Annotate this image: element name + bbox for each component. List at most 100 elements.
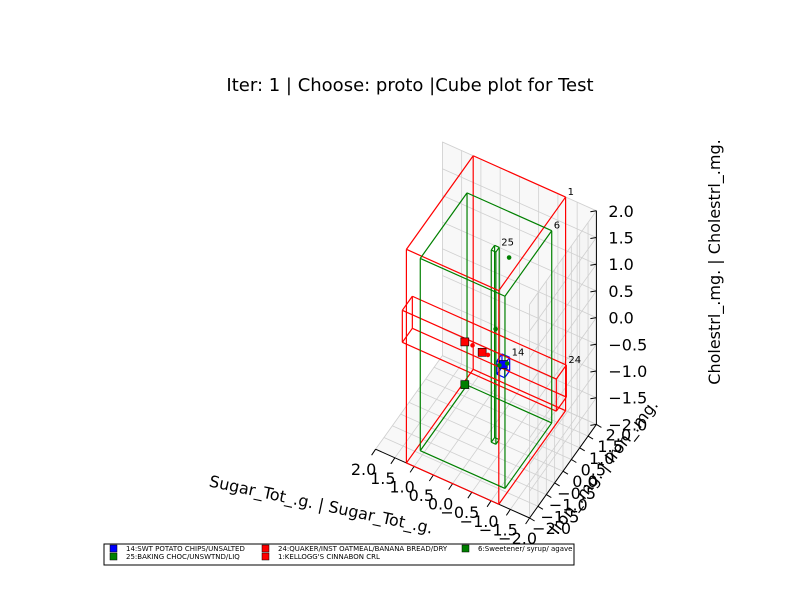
box-6-edge — [419, 192, 468, 259]
box-1-edge — [405, 155, 474, 250]
grid-back-z — [442, 221, 597, 292]
box-label-6: 6 — [554, 221, 560, 232]
box-1-edge — [472, 155, 566, 198]
legend-label: 25:BAKING CHOC/UNSWTND/LIQ — [126, 553, 240, 561]
z-axis-label: Cholestrl_.mg. | Cholestrl_.mg. — [705, 139, 725, 384]
y-tick — [554, 482, 560, 487]
x-tick — [371, 448, 377, 456]
z-tick — [590, 263, 597, 266]
point-square-green — [460, 380, 470, 389]
box-6-edge — [420, 450, 506, 490]
box-24 — [401, 295, 567, 412]
point-dot-green — [504, 361, 510, 366]
y-tick — [529, 517, 535, 522]
point-dot-green — [506, 255, 512, 260]
y-tick-label: 1.0 — [589, 449, 614, 468]
x-tick-label: 0.5 — [409, 486, 434, 505]
box-labels: 14 25 24 1 6 — [501, 187, 581, 366]
grid-left-z — [529, 237, 597, 332]
legend-label: 1:KELLOGG'S CINNABON CRL — [278, 553, 380, 561]
box-1-edge — [498, 196, 567, 291]
y-tick — [579, 447, 585, 452]
box-6-edge — [420, 257, 506, 297]
box-25-edge — [491, 441, 497, 445]
x-tick — [448, 483, 454, 490]
chart-title: Iter: 1 | Choose: proto |Cube plot for T… — [226, 75, 593, 96]
box-label-14: 14 — [512, 347, 525, 358]
x-tick — [390, 457, 396, 465]
y-tick-label: 2.0 — [606, 425, 631, 444]
point-dot-red — [470, 343, 475, 348]
box-6-edge — [466, 192, 552, 232]
box-label-1: 1 — [568, 187, 574, 198]
box-1-edge — [498, 410, 567, 505]
z-tick — [590, 397, 597, 400]
legend-swatch — [261, 552, 270, 561]
z-tick-label: 0.5 — [608, 282, 633, 301]
grid-left-z — [529, 317, 597, 412]
x-tick-label: 1.5 — [370, 469, 395, 488]
z-tick-label: −1.0 — [608, 362, 647, 381]
box-25-edge — [494, 244, 500, 248]
axis-ticks: −2.0−2.0−2.0−1.5−1.5−1.5−1.0−1.0−1.0−0.5… — [351, 202, 647, 548]
x-tick-label: 1.0 — [389, 477, 414, 496]
legend-swatch — [461, 544, 470, 553]
legend-swatch — [261, 544, 270, 553]
legend-swatch — [109, 544, 118, 553]
data-boxes — [401, 155, 567, 505]
z-tick-label: 0.0 — [608, 309, 633, 328]
legend-label: 24:QUAKER/INST OATMEAL/BANANA BREAD/DRY — [278, 545, 448, 553]
y-tick-label: −1.0 — [549, 496, 588, 515]
box-24-edge — [401, 327, 413, 343]
y-tick — [562, 470, 569, 475]
box-24-edge — [402, 341, 557, 412]
legend-label: 6:Sweetener/ syrup/ agave — [478, 545, 572, 553]
grid-floor-y — [425, 378, 580, 449]
box-6-edge — [466, 384, 552, 424]
z-tick — [590, 423, 597, 426]
box-24-edge — [555, 396, 567, 412]
x-tick — [486, 500, 492, 508]
grid-floor-x — [375, 355, 443, 450]
grid-back-z — [442, 168, 597, 238]
box-24-edge — [412, 327, 567, 398]
legend-label: 14:SWT POTATO CHIPS/UNSALTED — [126, 545, 245, 553]
y-tick-label: −1.5 — [541, 507, 580, 526]
x-tick-label: −2.0 — [498, 529, 537, 548]
z-tick-label: −2.0 — [608, 415, 647, 434]
z-tick — [590, 210, 597, 213]
x-tick-label: −0.5 — [440, 503, 479, 522]
grid-left-z — [529, 263, 597, 359]
box-24-edge — [555, 364, 567, 380]
y-tick — [571, 459, 577, 463]
grid-left-z — [529, 210, 597, 305]
grid-floor-y — [433, 366, 589, 437]
y-tick-label: −0.5 — [557, 484, 596, 503]
z-tick-label: 1.5 — [608, 229, 633, 248]
box-1-edge — [406, 462, 500, 505]
grid-back-z — [442, 195, 597, 265]
x-tick — [428, 474, 434, 482]
z-tick — [590, 317, 597, 320]
y-tick-label: 0.0 — [572, 472, 597, 491]
z-tick — [590, 290, 597, 293]
box-label-24: 24 — [568, 355, 581, 366]
legend-frame — [103, 543, 575, 566]
y-tick-label: 1.5 — [597, 437, 622, 456]
grid-floor-y — [408, 402, 564, 472]
point-dot-red — [485, 352, 491, 358]
x-tick-label: 0.0 — [428, 495, 453, 514]
grid-back-z — [442, 248, 597, 318]
z-tick — [590, 237, 597, 239]
x-tick-label: −1.5 — [479, 520, 518, 539]
legend-swatch — [109, 552, 118, 561]
z-tick-label: 2.0 — [608, 202, 633, 221]
grid-left-z — [529, 290, 597, 385]
box-6 — [419, 192, 553, 490]
y-tick — [587, 435, 594, 440]
box-24-edge — [412, 295, 567, 366]
y-tick — [596, 423, 602, 428]
